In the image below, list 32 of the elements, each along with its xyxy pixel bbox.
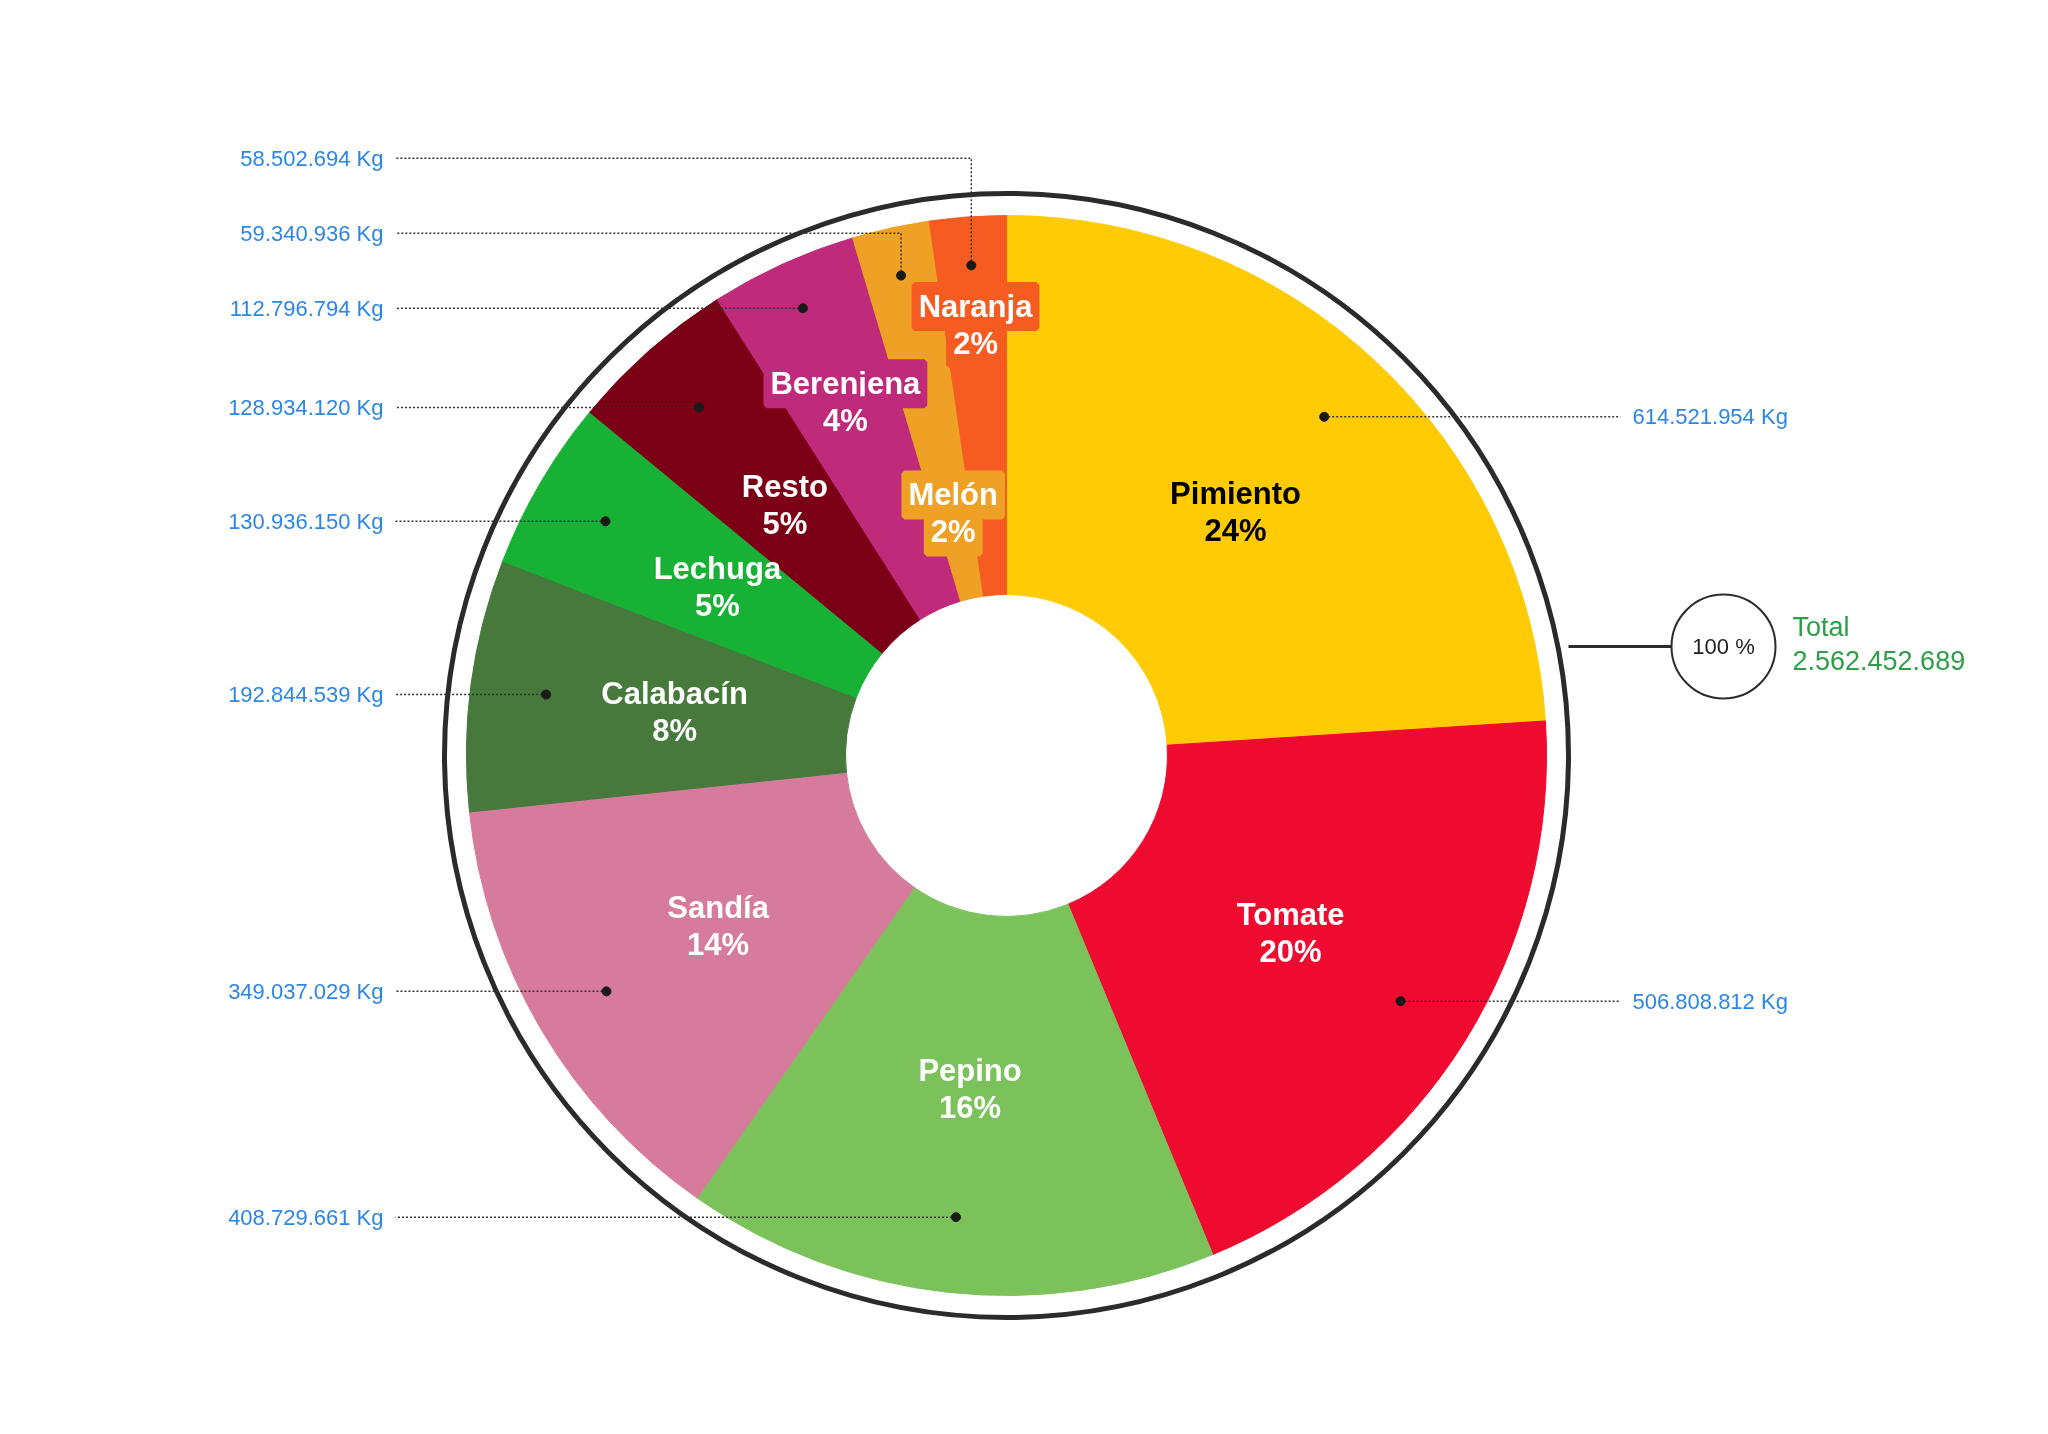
text: 4% bbox=[822, 403, 868, 439]
data-label: 506.808.812 Kg bbox=[1632, 988, 1788, 1014]
data-label: 408.729.661 Kg bbox=[228, 1204, 384, 1230]
data-label: 130.936.150 Kg bbox=[228, 508, 384, 534]
data-label: 614.521.954 Kg bbox=[1632, 404, 1788, 430]
data-label: 58.502.694 Kg bbox=[240, 145, 384, 171]
slice-label: Melón bbox=[908, 477, 998, 513]
slice-label: Tomate bbox=[1236, 897, 1345, 933]
slice-label: Pimiento bbox=[1170, 475, 1301, 511]
text: 20% bbox=[1259, 934, 1322, 970]
text: 14% bbox=[687, 927, 750, 963]
slice-label: Sandía bbox=[667, 890, 770, 926]
text: 2% bbox=[953, 326, 998, 362]
data-label: 112.796.794 Kg bbox=[229, 295, 384, 321]
slice-label: Resto bbox=[741, 469, 828, 505]
slice-label: Berenjena bbox=[770, 366, 922, 402]
text: 16% bbox=[939, 1089, 1002, 1125]
slice-label: Naranja bbox=[918, 289, 1034, 325]
text: 24% bbox=[1204, 512, 1267, 548]
text: Total 2.562.452.689 bbox=[1792, 611, 1966, 676]
slice-label: Lechuga bbox=[653, 551, 782, 587]
text: 8% bbox=[652, 713, 698, 749]
slice-label: Pepino bbox=[918, 1052, 1022, 1088]
text: 2% bbox=[930, 514, 976, 550]
data-label: 128.934.120 Kg bbox=[228, 394, 384, 420]
data-label: 59.340.936 Kg bbox=[240, 220, 384, 246]
text: 100 % bbox=[1692, 634, 1755, 659]
text: 5% bbox=[762, 506, 808, 542]
slice-label: Calabacín bbox=[601, 676, 748, 712]
text: 5% bbox=[694, 588, 740, 624]
data-label: 349.037.029 Kg bbox=[228, 978, 384, 1004]
data-label: 192.844.539 Kg bbox=[228, 682, 384, 708]
